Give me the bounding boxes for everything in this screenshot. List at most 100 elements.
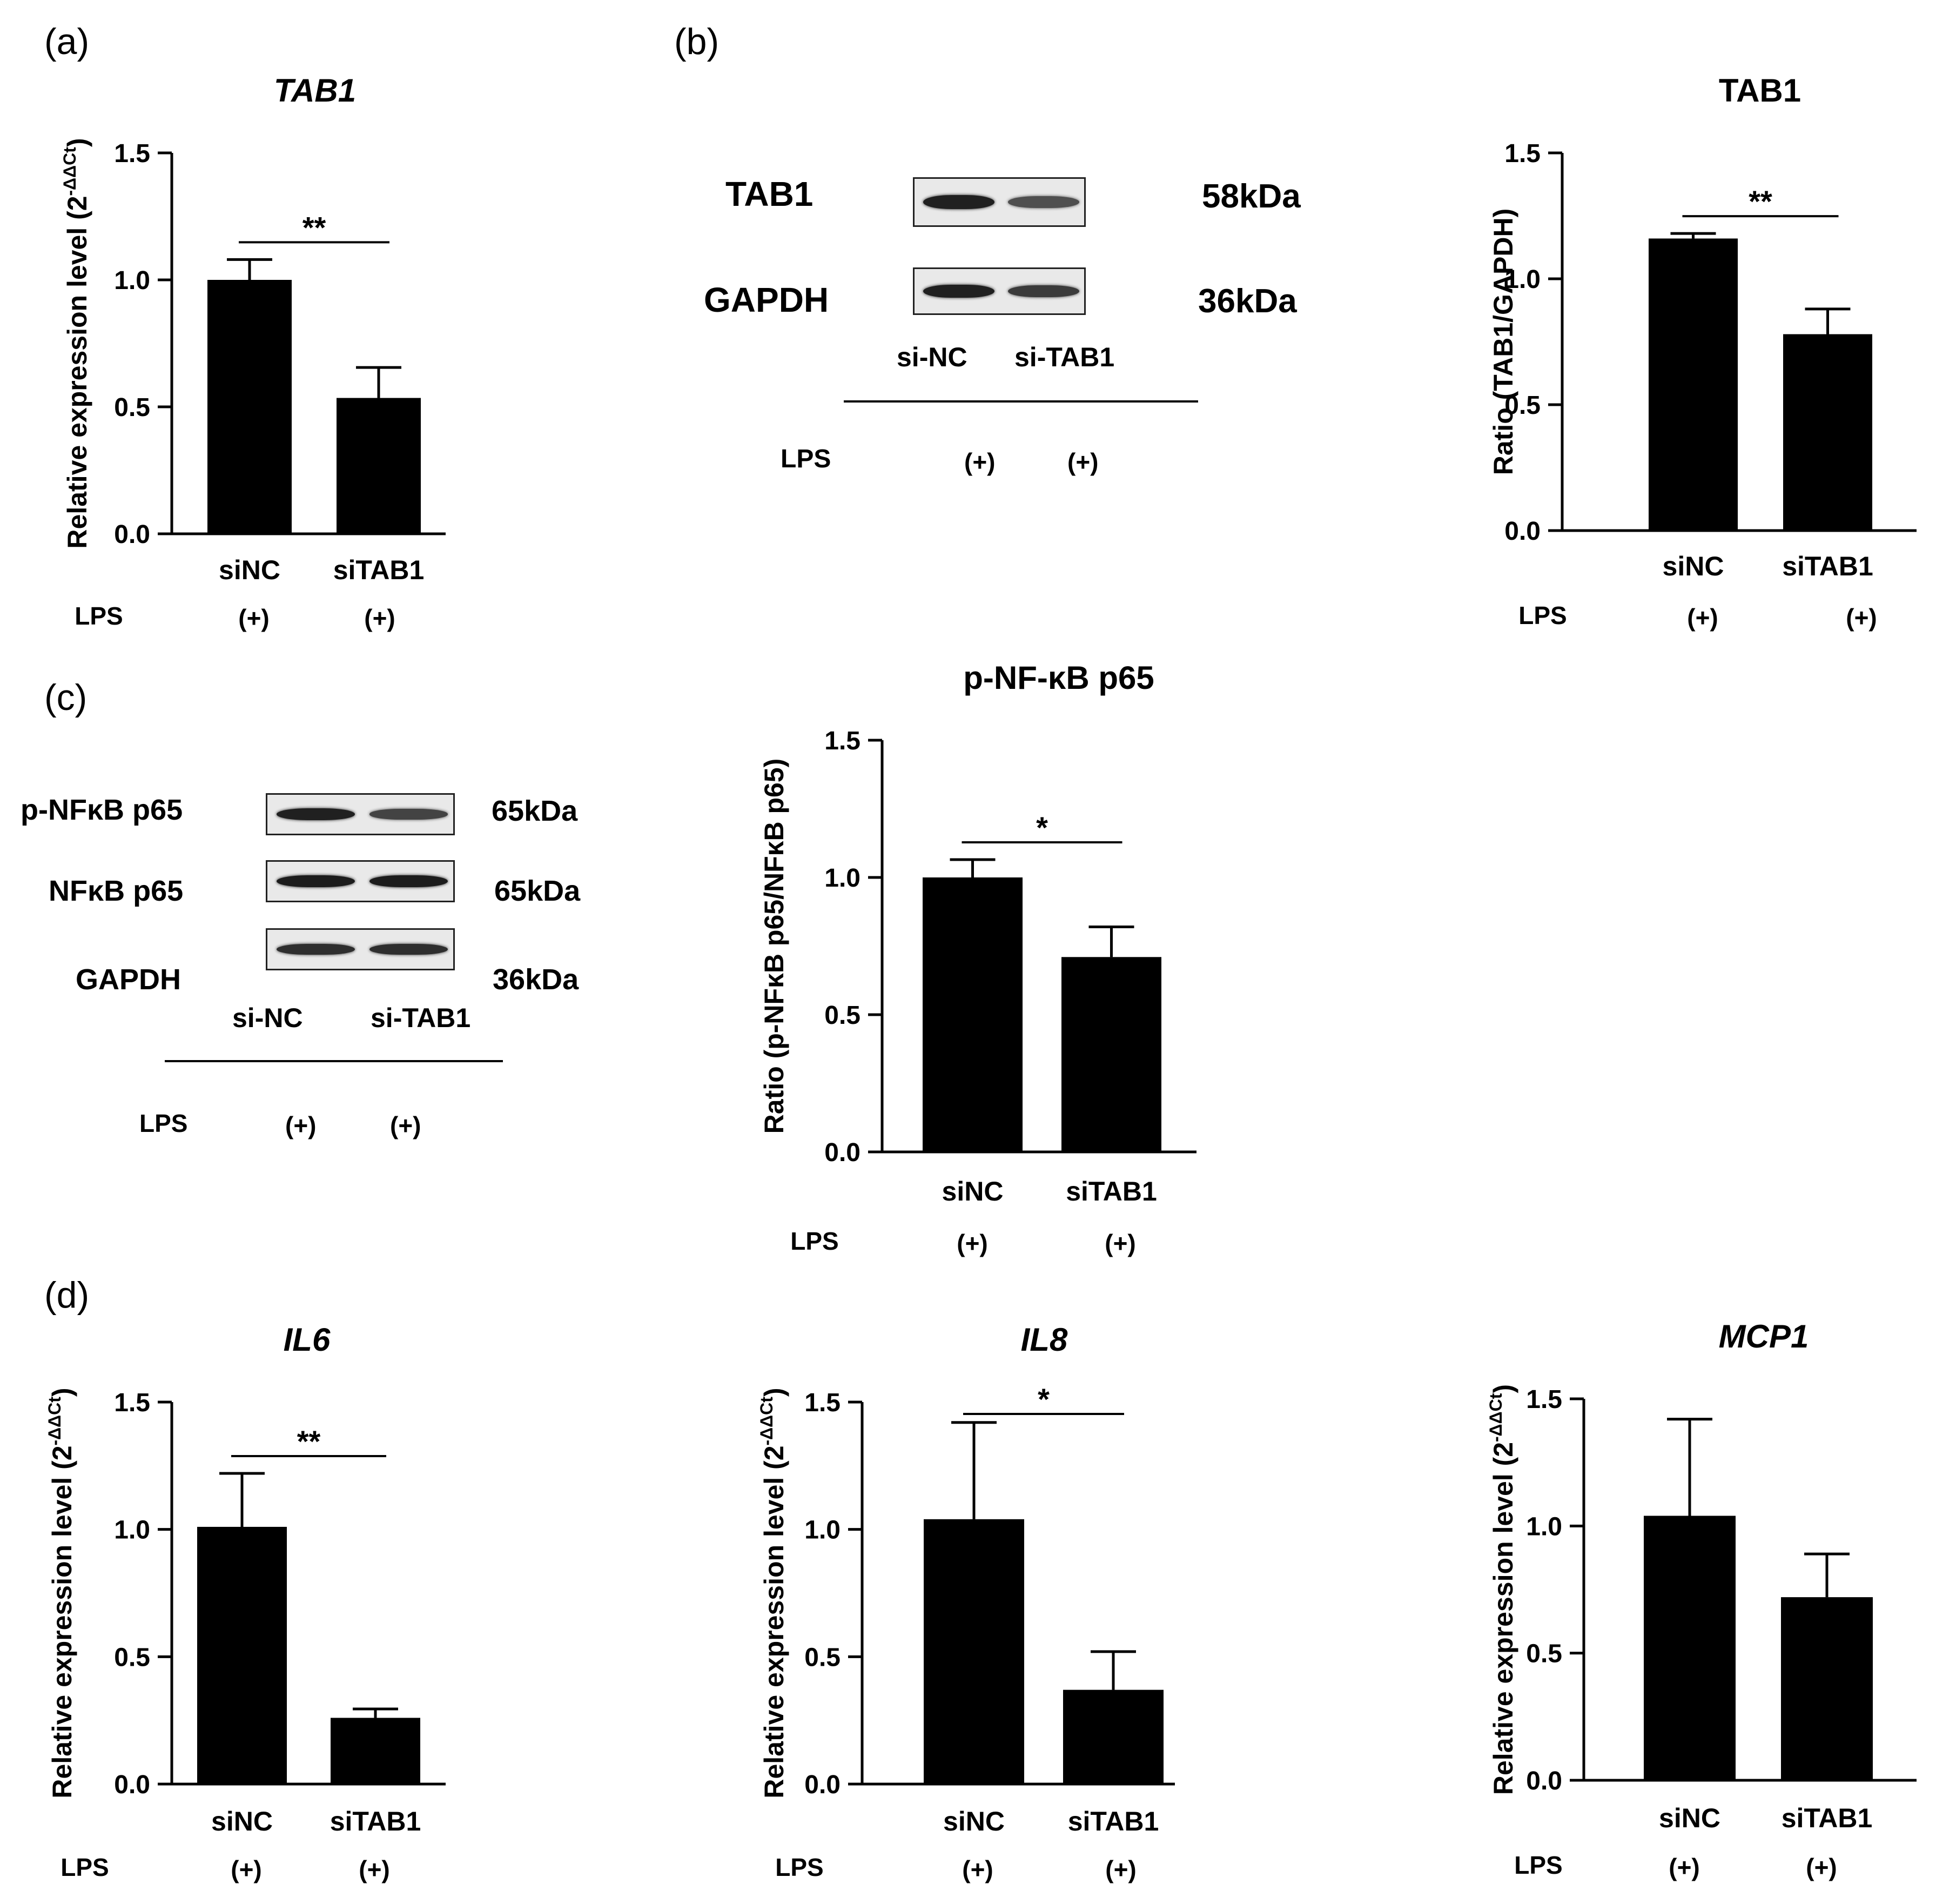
chart-d2-ytick-label-2: 1.0	[804, 1516, 841, 1545]
chart-d3-category-0: siNC	[1659, 1803, 1720, 1833]
panel-letter-d: (d)	[44, 1275, 90, 1316]
chart-c-ytick-label-3: 1.5	[824, 727, 861, 755]
blot-c-band-1-1	[369, 875, 448, 887]
blot-c-protein-pnfkb: p-NFκB p65	[21, 794, 183, 826]
blot-c-row-nfkb	[266, 860, 455, 902]
chart-a-title: TAB1	[274, 72, 356, 109]
chart-c-category-1: siTAB1	[1066, 1176, 1157, 1206]
panel-letter-b: (b)	[674, 21, 720, 62]
chart-b-bar-siNC	[1649, 238, 1738, 531]
blot-b-protein-gapdh: GAPDH	[704, 280, 829, 319]
chart-a-ytick-label-1: 0.5	[114, 393, 150, 422]
chart-c-significance-stars: *	[1036, 810, 1048, 844]
chart-d3-lps-value-1: (+)	[1806, 1853, 1837, 1881]
chart-d3-ytick-label-0: 0.0	[1526, 1767, 1562, 1795]
blot-c-row-pnfkb	[266, 793, 455, 835]
chart-d1-ytick-label-1: 0.5	[114, 1643, 150, 1672]
chart-d3-ytick-label-1: 0.5	[1526, 1640, 1562, 1668]
chart-d2-significance-stars: *	[1038, 1382, 1050, 1416]
chart-d2-bar-siTAB1	[1063, 1690, 1164, 1784]
blot-c-size-nfkb: 65kDa	[494, 875, 581, 907]
blot-b-protein-tab1: TAB1	[725, 175, 814, 213]
blot-c-size-gapdh: 36kDa	[493, 963, 579, 996]
blot-b-lps-label: LPS	[781, 445, 831, 473]
blot-c-size-pnfkb: 65kDa	[492, 795, 578, 827]
chart-c-bar-siTAB1	[1061, 957, 1161, 1152]
chart-c-bar-siNC	[923, 877, 1023, 1152]
chart-a-lps-value-0: (+)	[238, 604, 270, 632]
chart-d1-significance-stars: **	[297, 1424, 321, 1458]
blot-b-divider	[844, 400, 1198, 403]
chart-d2-title: IL8	[1021, 1322, 1068, 1358]
chart-a-ylabel: Relative expression level (2-ΔΔCt)	[60, 138, 92, 548]
chart-a-significance-stars: **	[302, 210, 326, 244]
chart-d3-ylabel: Relative expression level (2-ΔΔCt)	[1486, 1384, 1518, 1795]
chart-d1-ytick-label-0: 0.0	[114, 1771, 150, 1799]
chart-c-category-0: siNC	[942, 1176, 1004, 1206]
chart-b-lps-value-1: (+)	[1846, 604, 1877, 632]
chart-a-bar-siNC	[207, 280, 292, 534]
chart-b-bar-siTAB1	[1783, 334, 1872, 531]
chart-a-lps-value-1: (+)	[364, 604, 395, 632]
chart-d1-category-1: siTAB1	[330, 1806, 421, 1836]
chart-d2-lps-value-0: (+)	[962, 1855, 993, 1883]
blot-c-protein-nfkb: NFκB p65	[49, 875, 184, 907]
chart-d3-bar-siNC	[1644, 1516, 1736, 1780]
chart-d2-ylabel: Relative expression level (2-ΔΔCt)	[757, 1387, 789, 1798]
chart-b-category-1: siTAB1	[1782, 551, 1873, 581]
chart-a-ytick-label-0: 0.0	[114, 520, 150, 549]
blot-b-lane-sitab1: si-TAB1	[1014, 342, 1115, 372]
chart-d1-lps-value-0: (+)	[231, 1855, 262, 1883]
blot-b-row-gapdh	[913, 267, 1086, 315]
chart-c-lps-value-0: (+)	[957, 1229, 988, 1257]
blot-c-lane-sitab1: si-TAB1	[371, 1003, 471, 1033]
blot-b-band-0-0	[923, 195, 994, 209]
chart-a-lps-label: LPS	[75, 602, 123, 630]
chart-b-lps-value-0: (+)	[1687, 604, 1718, 632]
blot-c-protein-gapdh: GAPDH	[76, 963, 182, 996]
blot-c-band-2-1	[369, 943, 448, 955]
chart-d1-lps-value-1: (+)	[359, 1855, 390, 1883]
blot-b-lane-sinc: si-NC	[897, 342, 967, 372]
blot-c-band-0-1	[369, 809, 448, 820]
chart-c-ytick-label-0: 0.0	[824, 1138, 861, 1167]
chart-d3-title: MCP1	[1719, 1318, 1809, 1355]
blot-b-band-0-1	[1007, 196, 1079, 208]
chart-d2-lps-value-1: (+)	[1105, 1855, 1137, 1883]
chart-c-ytick-label-1: 0.5	[824, 1001, 861, 1030]
chart-a-category-1: siTAB1	[333, 555, 425, 585]
chart-d2-ytick-label-0: 0.0	[804, 1771, 841, 1799]
chart-c-ytick-label-2: 1.0	[824, 864, 861, 893]
blot-b-row-tab1	[913, 177, 1086, 227]
chart-b-title: TAB1	[1719, 72, 1801, 109]
blot-c-lps-lane1: (+)	[285, 1111, 317, 1139]
chart-d2-ytick-label-1: 0.5	[804, 1643, 841, 1672]
chart-d1-ylabel: Relative expression level (2-ΔΔCt)	[45, 1387, 77, 1798]
chart-d1-lps-label: LPS	[60, 1853, 109, 1881]
chart-b-ytick-label-0: 0.0	[1504, 517, 1541, 546]
chart-d1-category-0: siNC	[211, 1806, 273, 1836]
chart-d3-lps-value-0: (+)	[1669, 1853, 1700, 1881]
panel-letter-c: (c)	[44, 677, 88, 718]
chart-d1-bar-siTAB1	[331, 1718, 420, 1784]
chart-c-lps-label: LPS	[790, 1227, 838, 1255]
chart-d2-bar-siNC	[924, 1519, 1024, 1784]
chart-d3-ytick-label-3: 1.5	[1526, 1385, 1562, 1414]
blot-b-size-tab1: 58kDa	[1202, 178, 1301, 215]
chart-c-ylabel: Ratio (p-NFκB p65/NFκB p65)	[759, 759, 789, 1134]
panel-letter-a: (a)	[44, 21, 90, 62]
blot-c-band-2-0	[277, 943, 355, 955]
chart-a-ytick-label-3: 1.5	[114, 139, 150, 168]
blot-c-lps-label: LPS	[139, 1109, 188, 1137]
chart-c-title: p-NF-κB p65	[963, 660, 1154, 696]
chart-d1-ytick-label-3: 1.5	[114, 1389, 150, 1417]
blot-b-band-1-1	[1007, 285, 1079, 298]
chart-b-ytick-label-2: 1.0	[1504, 265, 1541, 294]
chart-c-lps-value-1: (+)	[1105, 1229, 1136, 1257]
chart-b-significance-stars: **	[1749, 184, 1772, 218]
chart-a-ytick-label-2: 1.0	[114, 266, 150, 295]
blot-b-size-gapdh: 36kDa	[1198, 283, 1297, 320]
chart-d3-bar-siTAB1	[1781, 1597, 1873, 1780]
chart-d2-ytick-label-3: 1.5	[804, 1389, 841, 1417]
